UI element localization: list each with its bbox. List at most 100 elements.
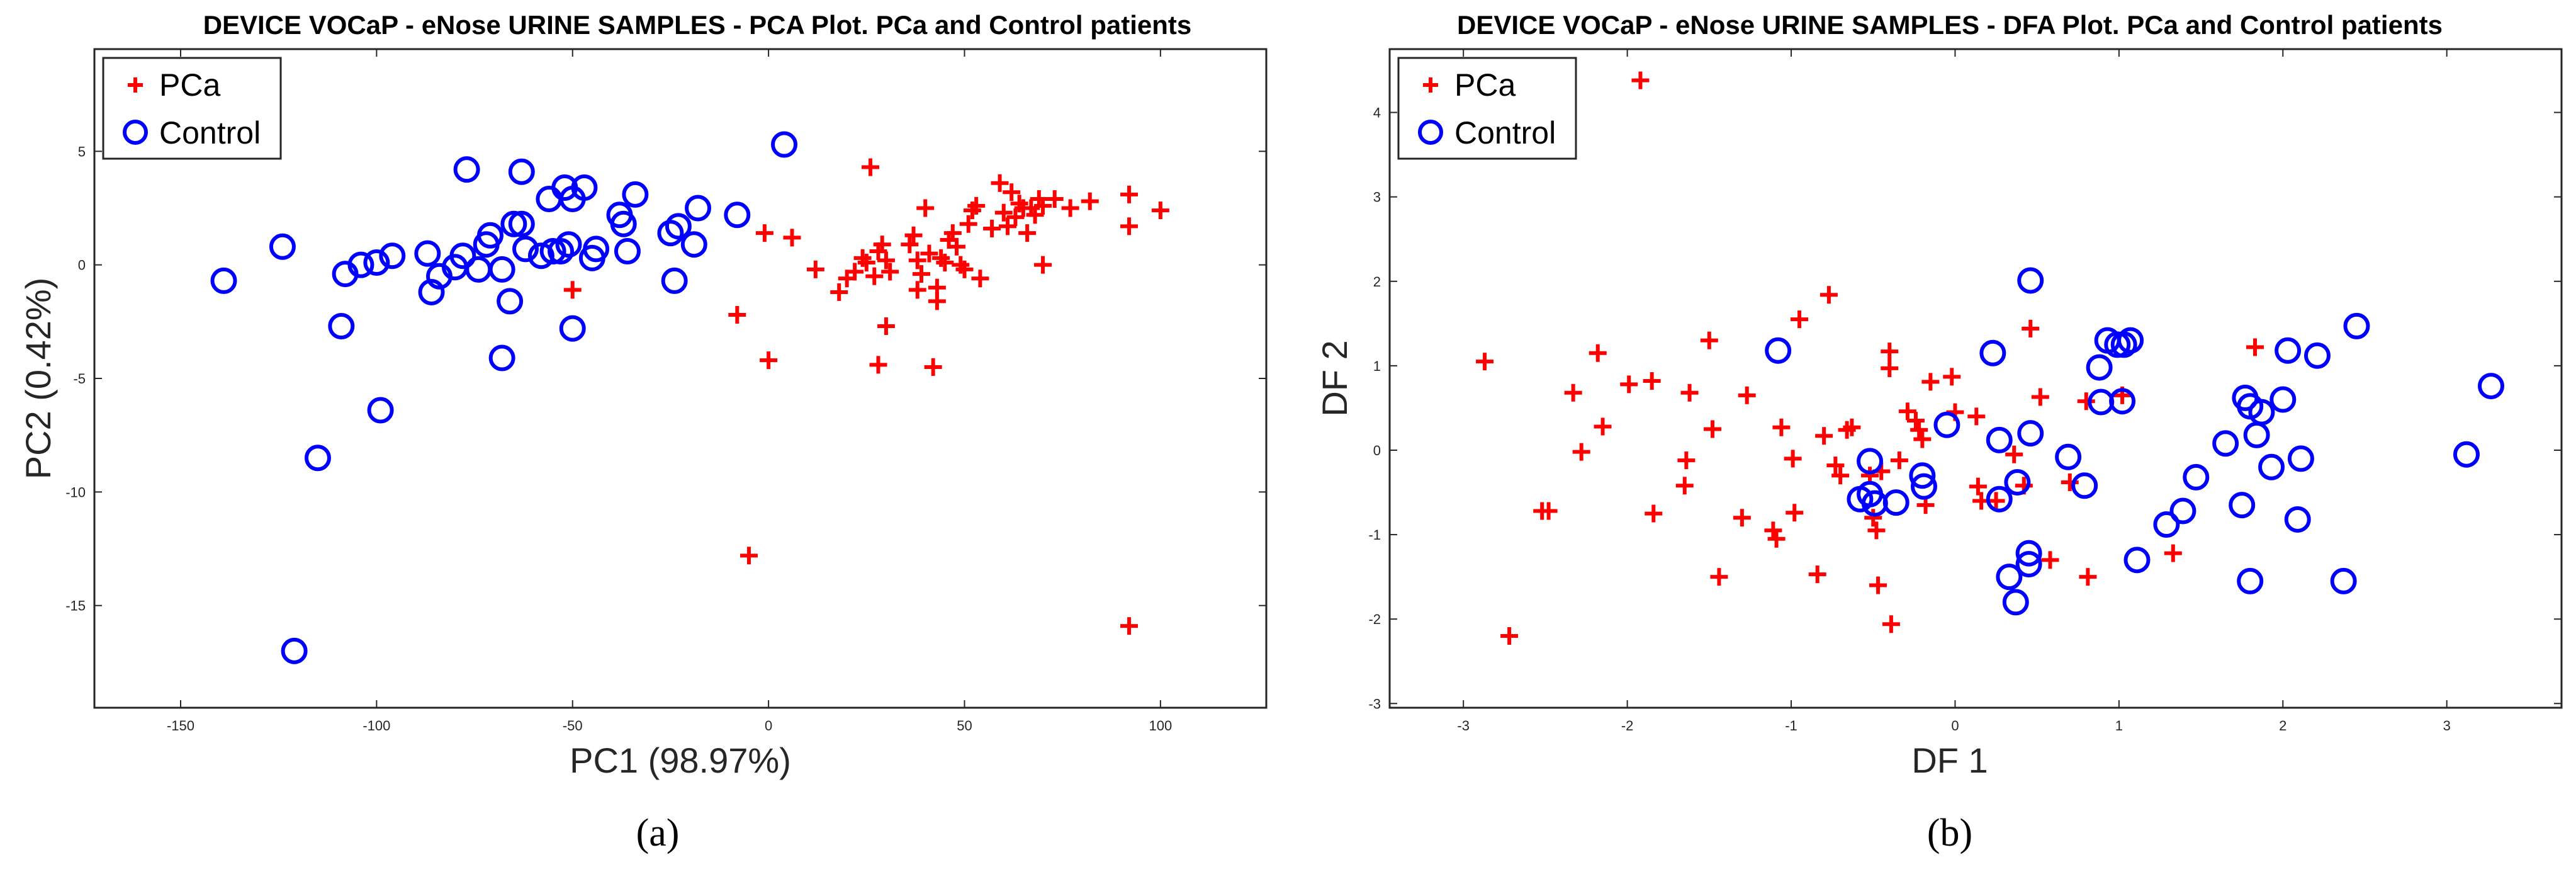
pca-pca-point — [959, 215, 977, 233]
dfa-pca-point — [1784, 450, 1802, 468]
pca-control-point — [453, 156, 480, 183]
pca-pca-point — [1034, 196, 1052, 215]
pca-x-tick-label: 50 — [957, 718, 972, 734]
dfa-pca-point — [1500, 627, 1519, 645]
dfa-pca-point — [1969, 477, 1987, 496]
pca-control-point — [539, 238, 566, 265]
pca-pca-point — [1045, 190, 1064, 208]
pca-control-point — [665, 213, 692, 240]
pca-pca-point — [1003, 183, 1021, 201]
dfa-x-tick-label: -2 — [1621, 718, 1634, 734]
dfa-control-point — [1910, 473, 1937, 500]
pca-pca-point — [563, 281, 582, 299]
pca-plot-area — [93, 48, 1268, 709]
pca-control-point — [527, 242, 554, 269]
pca-pca-point — [998, 217, 1016, 235]
dfa-pca-point — [1738, 386, 1756, 404]
dfa-pca-point — [1943, 368, 1961, 386]
pca-control-point — [414, 240, 441, 267]
pca-pca-point — [1081, 192, 1099, 210]
pca-data-points — [210, 131, 1169, 664]
pca-pca-point — [936, 254, 954, 272]
dfa-control-point — [1857, 448, 1884, 475]
dfa-pca-point — [1733, 509, 1751, 527]
dfa-pca-point — [1539, 502, 1558, 520]
dfa-control-point — [2237, 567, 2264, 594]
dfa-x-tick-label: 3 — [2443, 718, 2451, 734]
dfa-y-tick-label: -1 — [1368, 527, 1381, 543]
dfa-pca-point — [1808, 565, 1826, 584]
dfa-pca-point — [1564, 383, 1582, 402]
pca-control-point — [685, 195, 712, 222]
pca-pca-point — [928, 278, 946, 297]
pca-control-point — [304, 445, 331, 472]
dfa-pca-point — [1631, 71, 1650, 89]
dfa-pca-point — [1645, 504, 1663, 523]
pca-pca-point — [924, 358, 942, 376]
dfa-control-point — [2004, 468, 2031, 496]
dfa-control-point — [2303, 342, 2331, 369]
dfa-control-point — [2269, 386, 2297, 413]
dfa-pca-point — [1820, 286, 1838, 304]
pca-pca-point — [877, 251, 895, 269]
pca-pca-point — [862, 158, 880, 176]
pca-pca-point — [994, 203, 1013, 222]
pca-y-tick-label: 0 — [78, 258, 86, 273]
pca-pca-point — [912, 265, 930, 283]
pca-x-axis-label: PC1 (98.97%) — [570, 740, 791, 780]
dfa-pca-point — [1913, 430, 1932, 448]
pca-control-point — [555, 231, 582, 258]
pca-control-point — [559, 315, 586, 342]
pca-pca-point — [1120, 185, 1139, 203]
dfa-panel-caption: (b) — [1927, 812, 1972, 854]
pca-plot-title: DEVICE VOCaP - eNose URINE SAMPLES - PCA… — [203, 10, 1192, 40]
dfa-pca-point — [1815, 427, 1833, 445]
dfa-control-point — [2123, 547, 2151, 574]
pca-y-tick-label: -15 — [65, 598, 86, 614]
dfa-control-point — [1979, 339, 2006, 366]
dfa-control-point — [2017, 420, 2044, 447]
pca-x-tick-label: 100 — [1149, 718, 1173, 734]
dfa-y-tick-label: -2 — [1368, 611, 1381, 627]
dfa-pca-point — [1620, 375, 1638, 394]
pca-legend: PCa Control — [102, 57, 282, 160]
pca-y-tick-label: 5 — [78, 144, 86, 159]
dfa-pca-point — [1869, 576, 1887, 594]
pca-control-point — [488, 256, 515, 283]
dfa-y-tick-label: 4 — [1373, 105, 1381, 121]
pca-pca-point — [943, 224, 962, 242]
pca-x-tick-label: -50 — [563, 718, 583, 734]
dfa-control-point — [1765, 337, 1792, 364]
pca-x-tick-label: -100 — [363, 718, 390, 734]
pca-control-point — [614, 238, 641, 265]
dfa-x-tick-label: -1 — [1785, 718, 1797, 734]
dfa-control-point — [2055, 443, 2082, 470]
pca-control-point — [347, 251, 374, 278]
dfa-control-point — [2478, 373, 2505, 400]
dfa-control-point — [2343, 312, 2370, 339]
pca-pca-point — [830, 283, 848, 301]
pca-legend-control-marker — [123, 120, 148, 145]
dfa-pca-point — [1767, 530, 1786, 548]
pca-pca-point — [881, 263, 899, 281]
pca-control-point — [548, 238, 575, 265]
dfa-control-point — [2287, 445, 2314, 472]
dfa-control-point — [1882, 489, 1910, 516]
dfa-control-point — [2169, 497, 2196, 525]
pca-pca-point — [967, 196, 986, 215]
pca-legend-pca-label: PCa — [159, 67, 220, 103]
dfa-pca-point — [2031, 388, 2049, 406]
pca-control-point — [724, 201, 751, 229]
dfa-control-point — [2330, 567, 2357, 594]
pca-pca-point — [1061, 199, 1079, 217]
pca-legend-pca-marker — [128, 77, 143, 93]
dfa-control-point — [1996, 564, 2023, 591]
pca-pca-point — [783, 229, 801, 247]
dfa-plot-title: DEVICE VOCaP - eNose URINE SAMPLES - DFA… — [1457, 10, 2443, 40]
pca-control-point — [449, 242, 476, 269]
dfa-pca-point — [1572, 443, 1590, 461]
dfa-control-point — [2015, 540, 2042, 567]
pca-control-point — [488, 344, 515, 371]
dfa-y-tick-label: -3 — [1368, 696, 1381, 712]
